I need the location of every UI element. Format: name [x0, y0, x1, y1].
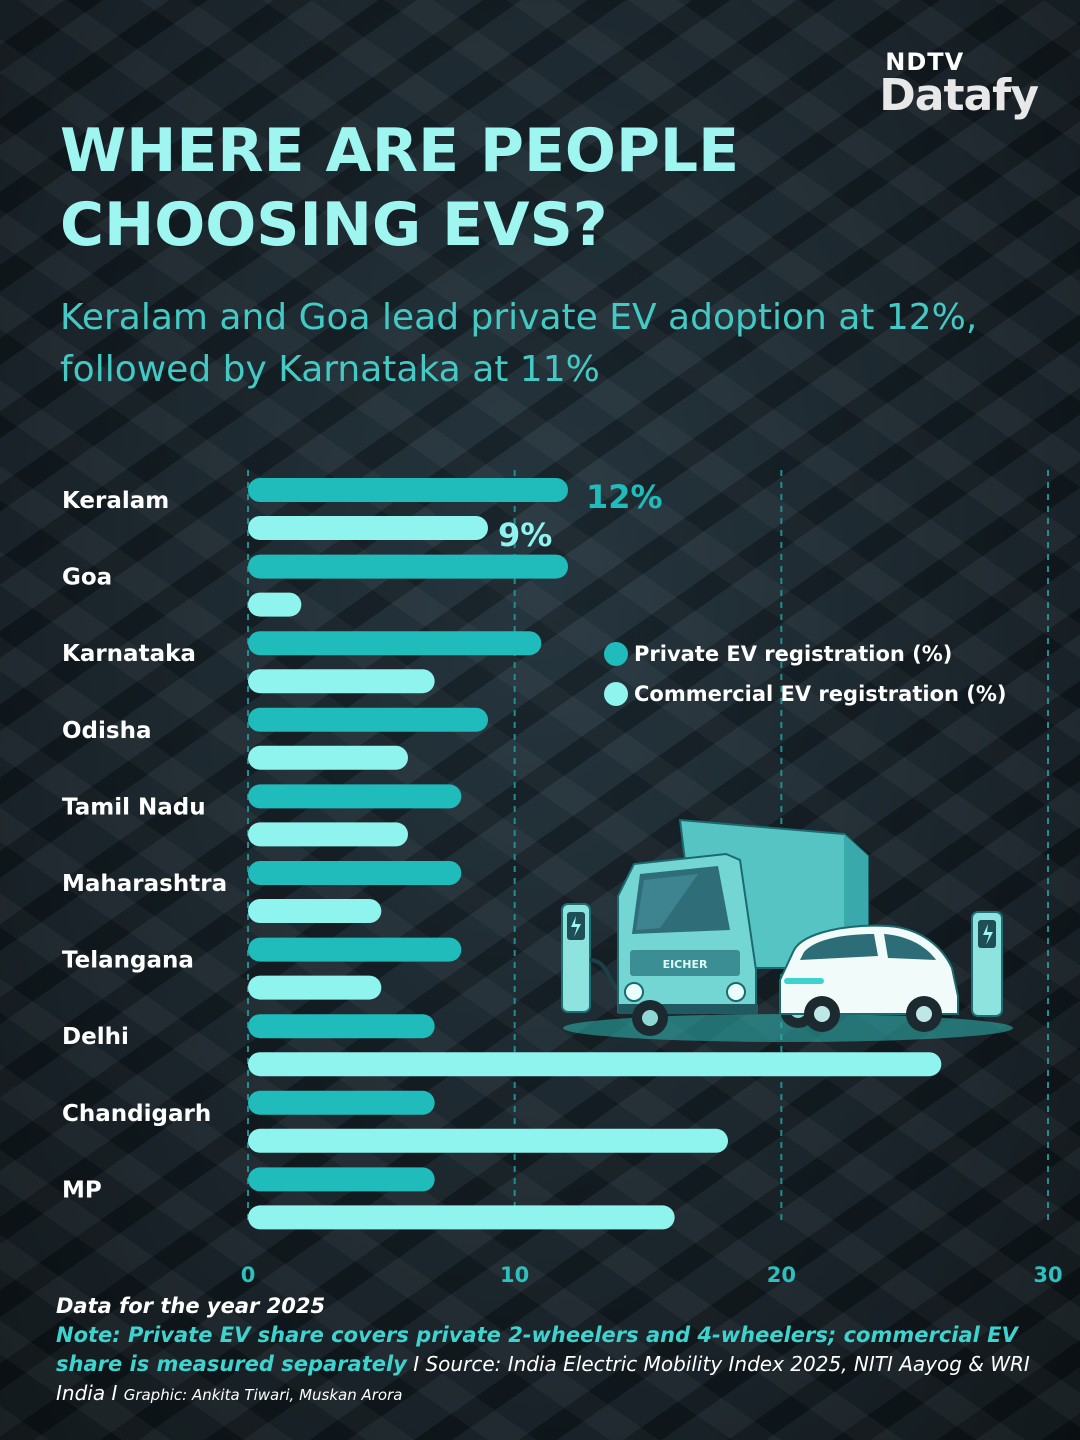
source-credit: I Source: India Electric Mobility Index … — [56, 1352, 1030, 1405]
bar-private — [248, 631, 542, 656]
chart-title: WHERE ARE PEOPLE CHOOSING EVS? — [60, 116, 740, 260]
x-tick-label: 0 — [241, 1263, 256, 1287]
bar-private — [248, 784, 462, 809]
x-tick-label: 30 — [1033, 1263, 1062, 1287]
category-label: Chandigarh — [62, 1101, 211, 1127]
category-label: Telangana — [62, 948, 194, 974]
bar-commercial — [248, 669, 435, 694]
bar-commercial — [248, 975, 382, 1000]
bar-commercial — [248, 899, 382, 923]
truck-brand-text: EICHER — [663, 958, 708, 971]
legend-item-private: Private EV registration (%) — [604, 634, 1007, 674]
electric-suv-icon — [779, 924, 959, 1032]
x-tick-label: 10 — [500, 1263, 529, 1287]
charging-station-left-icon — [561, 903, 620, 1013]
chart-footer: Data for the year 2025 Note: Private EV … — [56, 1292, 1036, 1408]
x-tick-label: 20 — [767, 1263, 796, 1287]
bar-private — [248, 1090, 435, 1115]
data-year-note: Data for the year 2025 — [56, 1294, 326, 1318]
bar-commercial — [248, 1128, 728, 1153]
category-label: Karnataka — [62, 641, 196, 667]
methodology-note: Note: Private EV share covers private 2-… — [56, 1323, 1018, 1376]
charging-station-right-icon — [971, 911, 1003, 1017]
category-label: Delhi — [62, 1024, 129, 1050]
category-label: MP — [62, 1177, 102, 1203]
bar-private — [248, 861, 462, 885]
bar-private — [248, 554, 568, 579]
bar-commercial — [248, 822, 408, 847]
ev-truck-and-car-illustration: EICHER — [561, 818, 1013, 1042]
category-label: Tamil Nadu — [62, 794, 206, 820]
bar-commercial — [248, 1052, 942, 1077]
bar-private — [248, 1014, 435, 1039]
bar-private — [248, 937, 462, 962]
bar-commercial — [248, 1205, 675, 1230]
legend-label-private: Private EV registration (%) — [634, 642, 953, 666]
bar-private — [248, 1167, 435, 1192]
category-label: Keralam — [62, 488, 169, 514]
chart-subtitle: Keralam and Goa lead private EV adoption… — [60, 297, 978, 390]
legend-label-commercial: Commercial EV registration (%) — [634, 682, 1007, 706]
ndtv-datafy-logo: NDTV Datafy — [879, 48, 1039, 121]
ndtv-wordmark: NDTV — [885, 48, 965, 76]
data-label: 9% — [498, 516, 552, 554]
legend-swatch-private — [604, 642, 628, 666]
chart-legend: Private EV registration (%) Commercial E… — [604, 634, 1007, 714]
legend-item-commercial: Commercial EV registration (%) — [604, 674, 1007, 714]
bar-commercial — [248, 592, 302, 617]
bar-private — [248, 478, 568, 502]
bar-commercial — [248, 516, 488, 540]
bar-private — [248, 707, 488, 732]
category-label: Goa — [62, 565, 112, 591]
graphic-credit: Graphic: Ankita Tiwari, Muskan Arora — [123, 1386, 403, 1404]
bar-chart: Keralam Goa Karnataka Odisha Tamil Nadu Mahar… — [62, 470, 1063, 1287]
legend-swatch-commercial — [604, 682, 628, 706]
data-label: 12% — [586, 478, 663, 516]
bar-commercial — [248, 745, 408, 770]
datafy-wordmark: Datafy — [879, 70, 1039, 121]
category-label: Maharashtra — [62, 871, 227, 897]
category-label: Odisha — [62, 718, 151, 744]
